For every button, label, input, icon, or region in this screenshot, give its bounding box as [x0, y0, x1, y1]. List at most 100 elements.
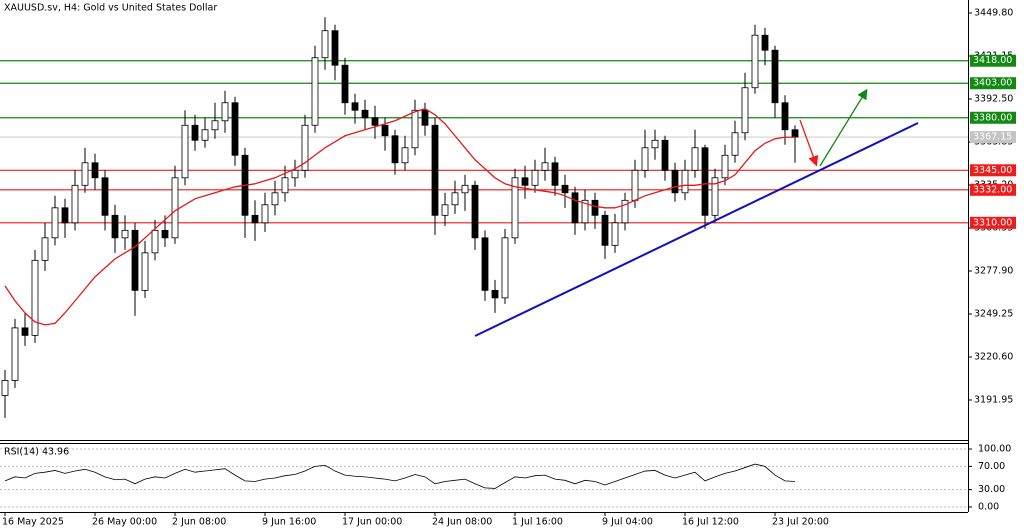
- current-price-box: [970, 131, 1016, 144]
- candle-body: [301, 124, 309, 171]
- candle-body: [771, 49, 779, 104]
- candle-body: [411, 109, 419, 149]
- candle-body: [131, 229, 139, 291]
- y-tick-label: 0.00: [978, 502, 999, 513]
- candle-body: [81, 162, 89, 186]
- candle-body: [521, 177, 529, 186]
- level-label: 3345.00: [973, 165, 1012, 176]
- candle-body: [31, 259, 39, 336]
- candle-body: [321, 30, 329, 59]
- candle-body: [51, 207, 59, 239]
- candle-body: [731, 132, 739, 156]
- level-label-box: [970, 164, 1016, 177]
- candle-body: [501, 237, 509, 299]
- candle-body: [101, 177, 109, 216]
- candle-body: [361, 109, 369, 119]
- candle-body: [61, 207, 69, 224]
- candle-body: [561, 184, 569, 194]
- y-tick-label: 3191.95: [974, 395, 1013, 406]
- candle-body: [421, 109, 429, 126]
- candle-body: [251, 214, 259, 224]
- x-tick-label: 17 Jun 00:00: [342, 517, 402, 528]
- candle-body: [511, 177, 519, 239]
- candle-body: [461, 184, 469, 194]
- candle-body: [551, 162, 559, 186]
- candle-body: [381, 124, 389, 137]
- candle-body: [441, 204, 449, 216]
- candle-body: [181, 124, 189, 179]
- y-tick-label: 3449.80: [974, 7, 1013, 18]
- level-label: 3418.00: [973, 55, 1012, 66]
- chart-title: XAUUSD.sv, H4: Gold vs United States Dol…: [4, 3, 217, 14]
- x-tick-label: 26 May 00:00: [92, 517, 157, 528]
- level-label-box: [970, 77, 1016, 90]
- candle-body: [591, 199, 599, 216]
- candle-body: [601, 214, 609, 246]
- candle-body: [41, 237, 49, 261]
- candle-body: [491, 289, 499, 299]
- candle-body: [291, 169, 299, 179]
- x-tick-label: 16 May 2025: [2, 517, 64, 528]
- y-tick-label: 70.00: [978, 461, 1005, 472]
- candle-body: [791, 129, 799, 138]
- candle-body: [451, 192, 459, 206]
- x-tick-label: 1 Jul 16:00: [512, 517, 563, 528]
- candle-body: [261, 204, 269, 224]
- price-panel: [0, 12, 972, 418]
- candle-body: [701, 147, 709, 216]
- rsi-line: [4, 463, 796, 489]
- level-label: 3380.00: [973, 112, 1012, 123]
- candle-body: [741, 87, 749, 134]
- candle-body: [571, 192, 579, 224]
- candle-body: [431, 124, 439, 216]
- level-label-box: [970, 54, 1016, 67]
- candle-body: [761, 34, 769, 51]
- level-label: 3332.00: [973, 184, 1012, 195]
- candle-body: [71, 184, 79, 224]
- x-tick-label: 16 Jul 12:00: [682, 517, 739, 528]
- moving-average: [4, 108, 795, 326]
- y-tick-label: 3277.90: [974, 266, 1013, 277]
- candle-body: [111, 214, 119, 239]
- level-label-box: [970, 111, 1016, 124]
- y-tick-label: 100.00: [978, 444, 1011, 455]
- candle-body: [751, 34, 759, 89]
- y-tick-label: 3249.25: [974, 309, 1013, 320]
- level-label-box: [970, 183, 1016, 196]
- candle-body: [611, 222, 619, 246]
- candle-body: [711, 177, 719, 216]
- candle-body: [721, 154, 729, 179]
- rsi-panel: [0, 448, 972, 508]
- candle-body: [351, 102, 359, 111]
- x-tick-label: 23 Jul 20:00: [772, 517, 829, 528]
- trend-line: [474, 122, 919, 337]
- x-tick-label: 24 Jun 08:00: [432, 517, 492, 528]
- candle-body: [311, 57, 319, 126]
- candle-body: [341, 64, 349, 104]
- candle-body: [21, 327, 29, 336]
- candle-body: [91, 162, 99, 179]
- candle-body: [141, 252, 149, 291]
- current-price-label: 3367.15: [973, 132, 1012, 143]
- candle-body: [401, 147, 409, 164]
- candle-body: [161, 229, 169, 239]
- candle-body: [651, 139, 659, 149]
- x-tick-label: 9 Jun 16:00: [262, 517, 316, 528]
- candle-body: [581, 199, 589, 224]
- level-label: 3310.00: [973, 217, 1012, 228]
- candle-body: [481, 237, 489, 291]
- candle-body: [151, 229, 159, 254]
- y-tick-label: 3392.50: [974, 93, 1013, 104]
- candle-body: [391, 135, 399, 164]
- candle-body: [641, 147, 649, 171]
- y-tick-label: 30.00: [978, 484, 1005, 495]
- candle-body: [171, 177, 179, 239]
- candle-body: [231, 102, 239, 156]
- candle-body: [191, 124, 199, 141]
- candle-body: [121, 229, 129, 239]
- arrow-up: [819, 88, 868, 167]
- candle-body: [281, 177, 289, 194]
- candle-body: [671, 169, 679, 194]
